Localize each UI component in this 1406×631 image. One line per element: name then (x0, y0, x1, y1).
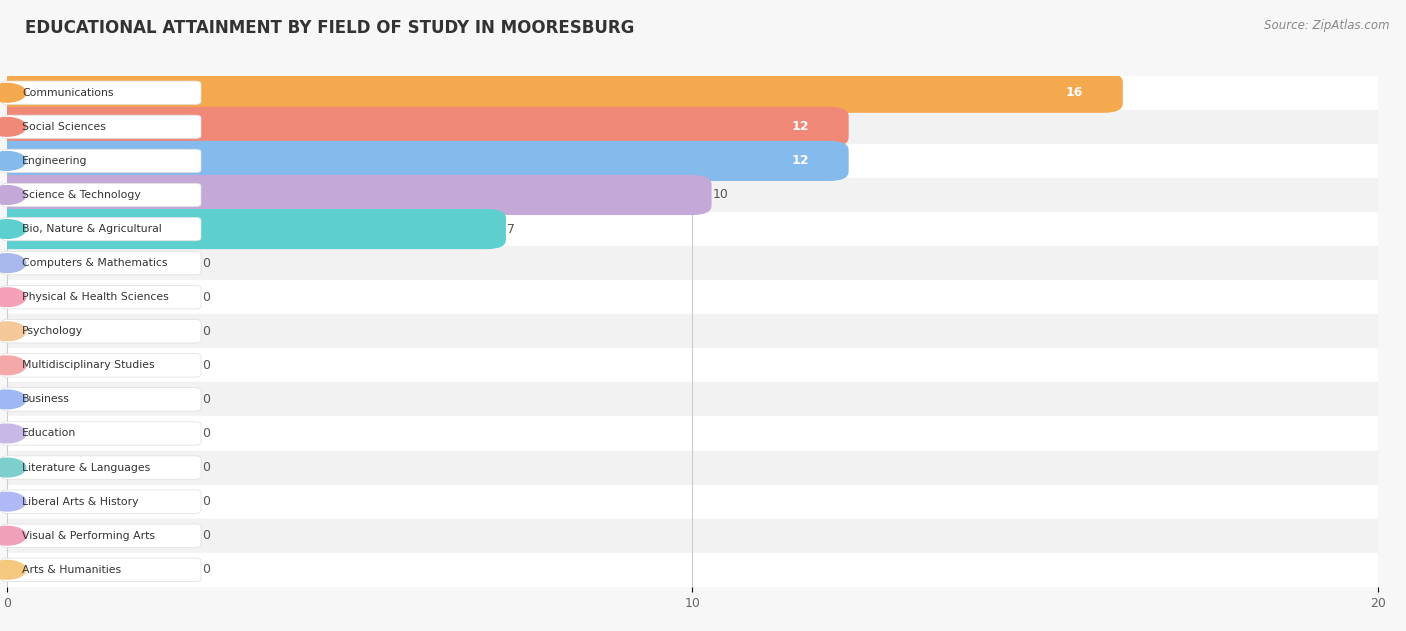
Circle shape (0, 151, 25, 170)
Text: EDUCATIONAL ATTAINMENT BY FIELD OF STUDY IN MOORESBURG: EDUCATIONAL ATTAINMENT BY FIELD OF STUDY… (25, 19, 634, 37)
Text: Multidisciplinary Studies: Multidisciplinary Studies (22, 360, 155, 370)
Circle shape (0, 117, 25, 136)
Text: Computers & Mathematics: Computers & Mathematics (22, 258, 167, 268)
Text: 0: 0 (202, 257, 211, 269)
FancyBboxPatch shape (1, 183, 201, 207)
Text: Education: Education (22, 428, 76, 439)
Text: 10: 10 (713, 189, 728, 201)
Text: 0: 0 (202, 427, 211, 440)
FancyBboxPatch shape (0, 141, 849, 181)
FancyBboxPatch shape (1, 81, 201, 105)
FancyBboxPatch shape (1, 115, 201, 139)
FancyBboxPatch shape (1, 319, 201, 343)
Bar (7, 519, 1378, 553)
Bar (7, 348, 1378, 382)
Circle shape (0, 220, 25, 239)
FancyBboxPatch shape (0, 209, 506, 249)
FancyBboxPatch shape (0, 73, 1123, 113)
Text: 12: 12 (792, 121, 808, 133)
FancyBboxPatch shape (1, 490, 201, 514)
Bar (7, 246, 1378, 280)
Circle shape (0, 560, 25, 579)
Circle shape (0, 356, 25, 375)
Text: 16: 16 (1066, 86, 1083, 99)
Text: Source: ZipAtlas.com: Source: ZipAtlas.com (1264, 19, 1389, 32)
Bar (7, 110, 1378, 144)
FancyBboxPatch shape (0, 175, 711, 215)
Circle shape (0, 526, 25, 545)
FancyBboxPatch shape (1, 456, 201, 480)
FancyBboxPatch shape (0, 107, 849, 147)
FancyBboxPatch shape (1, 149, 201, 173)
FancyBboxPatch shape (1, 387, 201, 411)
FancyBboxPatch shape (1, 422, 201, 445)
Text: 0: 0 (202, 529, 211, 542)
FancyBboxPatch shape (1, 285, 201, 309)
Text: Science & Technology: Science & Technology (22, 190, 141, 200)
Text: Engineering: Engineering (22, 156, 87, 166)
Bar (7, 280, 1378, 314)
Text: 0: 0 (202, 325, 211, 338)
FancyBboxPatch shape (1, 353, 201, 377)
Text: 0: 0 (202, 461, 211, 474)
Text: Arts & Humanities: Arts & Humanities (22, 565, 121, 575)
Text: 0: 0 (202, 563, 211, 576)
Bar (7, 416, 1378, 451)
Bar (7, 144, 1378, 178)
Text: Bio, Nature & Agricultural: Bio, Nature & Agricultural (22, 224, 162, 234)
Circle shape (0, 254, 25, 273)
Circle shape (0, 458, 25, 477)
FancyBboxPatch shape (1, 251, 201, 275)
Circle shape (0, 186, 25, 204)
Text: 12: 12 (792, 155, 808, 167)
Circle shape (0, 288, 25, 307)
Text: Psychology: Psychology (22, 326, 83, 336)
FancyBboxPatch shape (1, 524, 201, 548)
Text: 0: 0 (202, 359, 211, 372)
Circle shape (0, 492, 25, 511)
Text: Liberal Arts & History: Liberal Arts & History (22, 497, 139, 507)
Text: Physical & Health Sciences: Physical & Health Sciences (22, 292, 169, 302)
Bar (7, 553, 1378, 587)
Text: 0: 0 (202, 393, 211, 406)
Bar (7, 314, 1378, 348)
Bar (7, 76, 1378, 110)
Text: 7: 7 (508, 223, 516, 235)
Text: Literature & Languages: Literature & Languages (22, 463, 150, 473)
FancyBboxPatch shape (1, 558, 201, 582)
Bar (7, 485, 1378, 519)
Bar (7, 382, 1378, 416)
Bar (7, 451, 1378, 485)
Text: Visual & Performing Arts: Visual & Performing Arts (22, 531, 155, 541)
Text: Business: Business (22, 394, 70, 404)
FancyBboxPatch shape (1, 217, 201, 241)
Circle shape (0, 83, 25, 102)
Text: 0: 0 (202, 291, 211, 304)
Circle shape (0, 424, 25, 443)
Bar (7, 212, 1378, 246)
Circle shape (0, 390, 25, 409)
Text: Social Sciences: Social Sciences (22, 122, 105, 132)
Circle shape (0, 322, 25, 341)
Bar (7, 178, 1378, 212)
Text: Communications: Communications (22, 88, 114, 98)
Text: 0: 0 (202, 495, 211, 508)
